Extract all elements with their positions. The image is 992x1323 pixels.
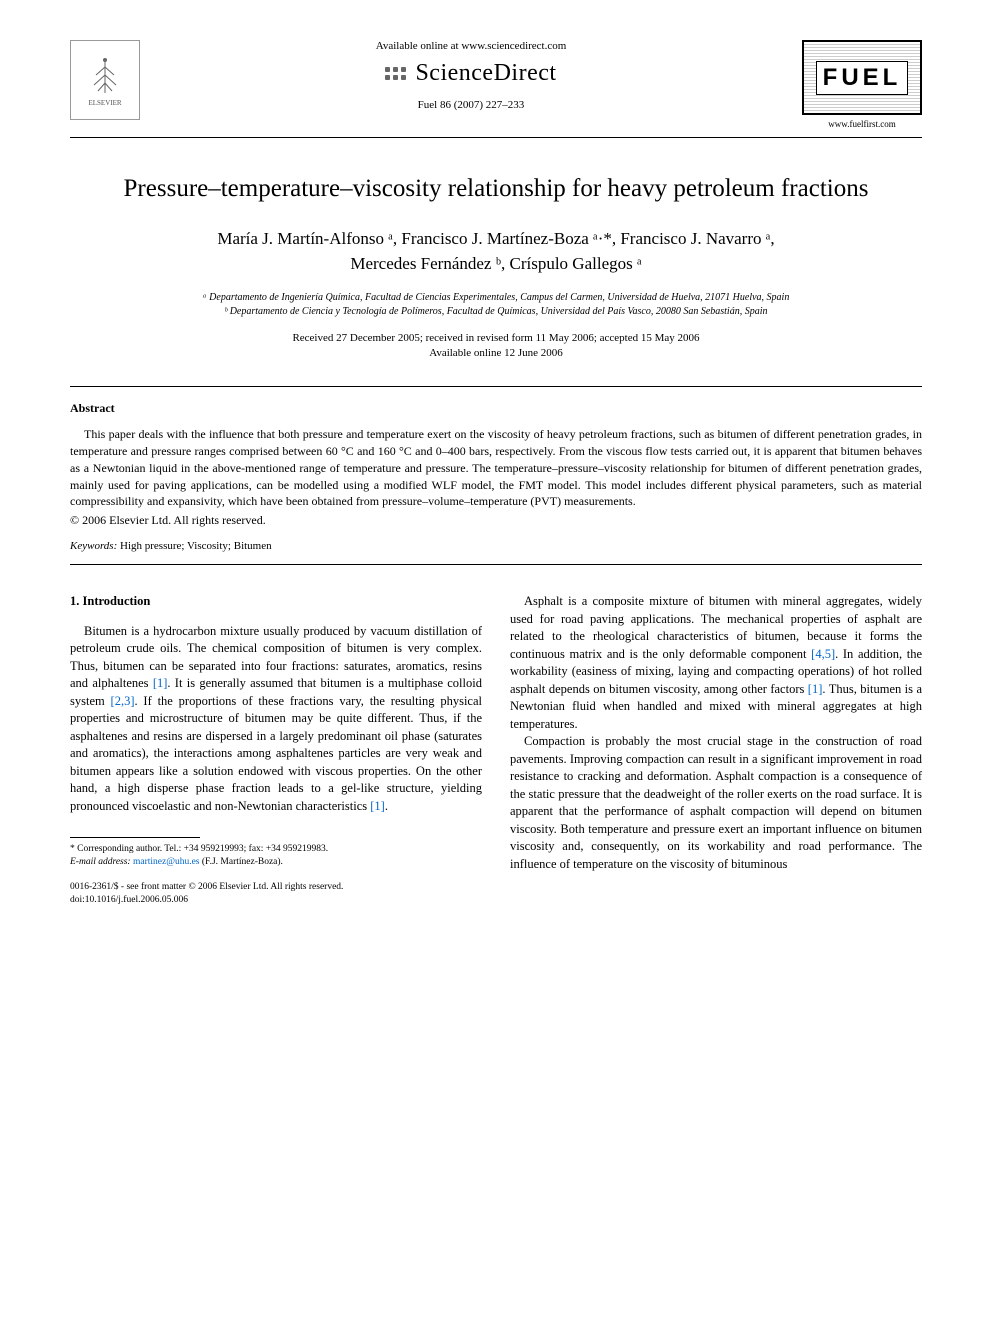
authors-line1: María J. Martín-Alfonso ᵃ, Francisco J. … — [217, 229, 774, 248]
footnote-email[interactable]: martinez@uhu.es — [133, 857, 200, 867]
elsevier-tree-icon — [85, 54, 125, 99]
footnote-rule — [70, 837, 200, 838]
header-row: ELSEVIER Available online at www.science… — [70, 40, 922, 129]
right-column: Asphalt is a composite mixture of bitume… — [510, 593, 922, 906]
available-online-text: Available online at www.sciencedirect.co… — [155, 40, 787, 52]
ref-link-1[interactable]: [1] — [153, 676, 168, 690]
journal-reference: Fuel 86 (2007) 227–233 — [155, 99, 787, 111]
ref-link-45[interactable]: [4,5] — [811, 647, 835, 661]
intro-paragraph-1: Bitumen is a hydrocarbon mixture usually… — [70, 623, 482, 816]
ref-link-1b[interactable]: [1] — [370, 799, 385, 813]
body-columns: 1. Introduction Bitumen is a hydrocarbon… — [70, 593, 922, 906]
section-1-heading: 1. Introduction — [70, 593, 482, 611]
affiliation-b: ᵇ Departamento de Ciencia y Tecnología d… — [70, 305, 922, 319]
front-matter-doi: doi:10.1016/j.fuel.2006.05.006 — [70, 894, 482, 907]
abstract-text: This paper deals with the influence that… — [70, 426, 922, 510]
ref-link-23[interactable]: [2,3] — [111, 694, 135, 708]
authors: María J. Martín-Alfonso ᵃ, Francisco J. … — [70, 226, 922, 277]
front-matter: 0016-2361/$ - see front matter © 2006 El… — [70, 881, 482, 907]
dates-received: Received 27 December 2005; received in r… — [70, 331, 922, 346]
fuel-logo-text: FUEL — [816, 61, 909, 95]
dates-online: Available online 12 June 2006 — [70, 346, 922, 361]
footnote-email-name: (F.J. Martínez-Boza). — [200, 857, 283, 867]
footnote-corr: * Corresponding author. Tel.: +34 959219… — [70, 843, 482, 856]
article-dates: Received 27 December 2005; received in r… — [70, 331, 922, 362]
abstract-copyright: © 2006 Elsevier Ltd. All rights reserved… — [70, 513, 922, 528]
front-matter-line1: 0016-2361/$ - see front matter © 2006 El… — [70, 881, 482, 894]
article-title: Pressure–temperature–viscosity relations… — [70, 173, 922, 206]
left-column: 1. Introduction Bitumen is a hydrocarbon… — [70, 593, 482, 906]
ref-link-1c[interactable]: [1] — [808, 682, 823, 696]
center-header: Available online at www.sciencedirect.co… — [140, 40, 802, 111]
sciencedirect-brand: ScienceDirect — [155, 60, 787, 87]
affiliations: ᵃ Departamento de Ingeniería Química, Fa… — [70, 291, 922, 319]
journal-url[interactable]: www.fuelfirst.com — [802, 119, 922, 129]
fuel-logo: FUEL — [802, 40, 922, 115]
header-rule — [70, 137, 922, 138]
elsevier-label: ELSEVIER — [88, 99, 121, 107]
keywords-text: High pressure; Viscosity; Bitumen — [117, 540, 271, 552]
affiliation-a: ᵃ Departamento de Ingeniería Química, Fa… — [70, 291, 922, 305]
footnote-email-label: E-mail address: — [70, 857, 133, 867]
keywords-label: Keywords: — [70, 540, 117, 552]
sciencedirect-text: ScienceDirect — [415, 60, 556, 87]
intro-paragraph-2: Asphalt is a composite mixture of bitume… — [510, 593, 922, 733]
abstract-heading: Abstract — [70, 401, 922, 416]
corresponding-author-footnote: * Corresponding author. Tel.: +34 959219… — [70, 843, 482, 869]
keywords: Keywords: High pressure; Viscosity; Bitu… — [70, 540, 922, 552]
footnote-email-line: E-mail address: martinez@uhu.es (F.J. Ma… — [70, 856, 482, 869]
abstract-top-rule — [70, 386, 922, 387]
sciencedirect-icon — [385, 67, 409, 80]
authors-line2: Mercedes Fernández ᵇ, Críspulo Gallegos … — [350, 254, 641, 273]
journal-logo-box: FUEL www.fuelfirst.com — [802, 40, 922, 129]
abstract-bottom-rule — [70, 564, 922, 565]
intro-paragraph-3: Compaction is probably the most crucial … — [510, 733, 922, 873]
elsevier-logo: ELSEVIER — [70, 40, 140, 120]
